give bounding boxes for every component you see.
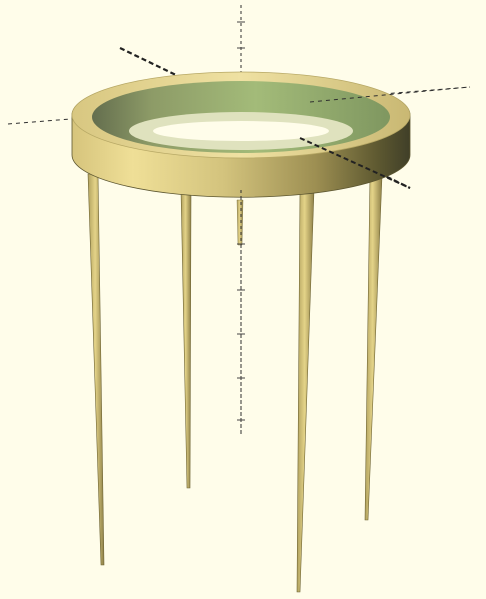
axis-ticks <box>237 21 245 421</box>
axes-front <box>240 86 471 435</box>
ring-hole <box>153 121 329 141</box>
x-axis <box>7 86 471 125</box>
leg-center <box>236 199 244 246</box>
ring-model[interactable] <box>71 71 411 198</box>
